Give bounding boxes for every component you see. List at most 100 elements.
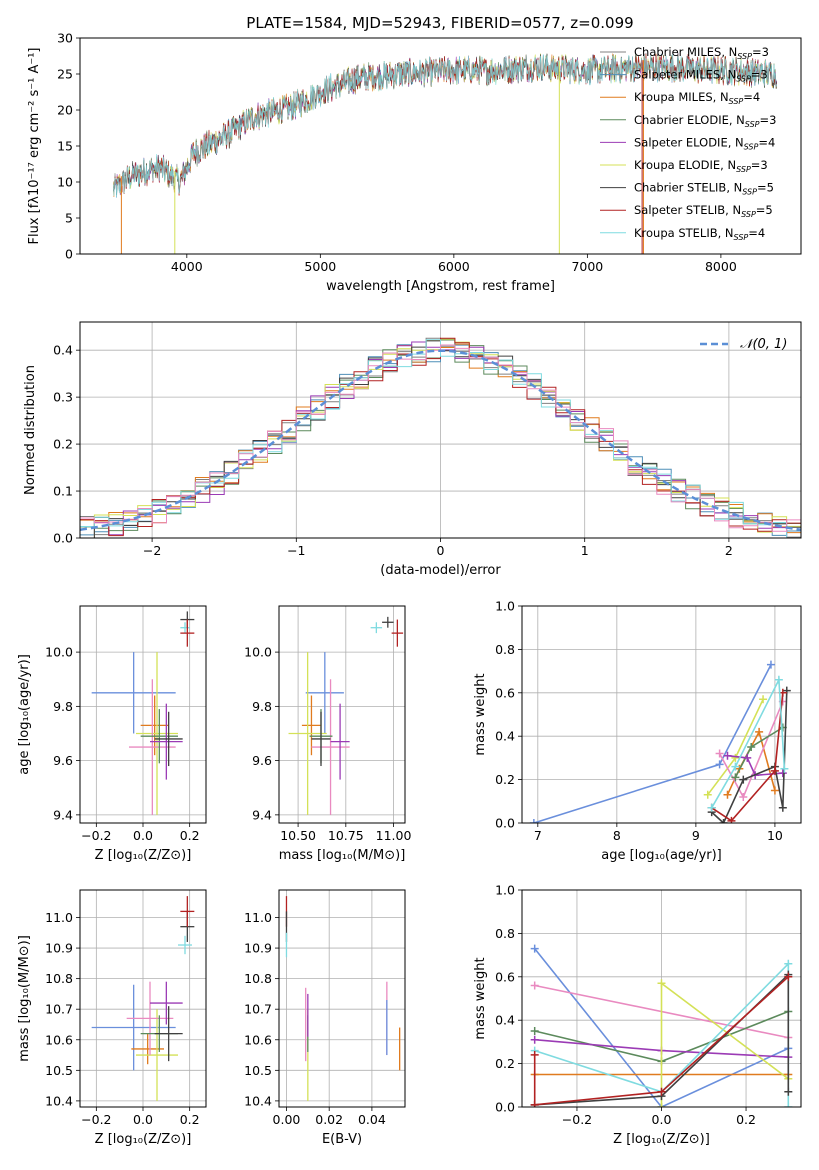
weight-marker <box>780 764 789 773</box>
x-tick-label: 11.00 <box>376 828 412 843</box>
weight-marker <box>759 695 768 704</box>
legend-entry: Salpeter STELIB, NSSP=5 <box>634 203 773 219</box>
errorbar-point <box>330 703 350 780</box>
errorbar-point <box>150 703 183 780</box>
y-tick-label: 0.0 <box>495 1100 515 1115</box>
x-tick-label: 8000 <box>705 259 737 274</box>
weight-marker <box>784 1087 793 1096</box>
x-tick-label: 5000 <box>304 259 336 274</box>
y-tick-label: 10.8 <box>244 971 272 986</box>
errorbar-point <box>91 652 176 734</box>
x-tick-label: 0.2 <box>180 828 200 843</box>
y-axis-label: Normed distribution <box>23 365 38 495</box>
errorbar-point <box>129 679 176 815</box>
y-tick-label: 10.9 <box>244 941 272 956</box>
legend-subscript: SSP <box>734 233 749 242</box>
y-axis-label: Flux [fλ10⁻¹⁷ erg cm⁻² s⁻¹ A⁻¹] <box>27 48 42 245</box>
y-tick-label: 1.0 <box>495 883 515 898</box>
y-tick-label: 25 <box>57 67 73 82</box>
weight-series-line <box>711 692 784 822</box>
x-tick-label: 0.2 <box>736 1112 756 1127</box>
weight-series-line <box>534 972 790 1106</box>
weight-marker <box>784 972 793 981</box>
legend-subscript: SSP <box>741 210 756 219</box>
axes-frame <box>79 321 802 539</box>
errorbar-point <box>311 711 331 767</box>
figure-title: PLATE=1584, MJD=52943, FIBERID=0577, z=0… <box>246 14 633 32</box>
legend-text: Salpeter MILES, N <box>634 68 736 82</box>
y-axis-label: mass weight <box>473 957 488 1039</box>
errorbars <box>288 616 404 815</box>
x-axis-label: Z [log₁₀(Z/Z⊙)] <box>95 1132 192 1147</box>
y-tick-label: 20 <box>57 103 73 118</box>
errorbar-point <box>305 652 344 734</box>
y-tick-label: 10.6 <box>244 1032 272 1047</box>
axes-frame <box>521 605 802 824</box>
x-tick-label: 0.04 <box>358 1112 386 1127</box>
errorbar-point <box>140 709 178 764</box>
weight-marker <box>739 775 748 784</box>
weight-marker <box>743 753 752 762</box>
weight-marker <box>784 1103 793 1107</box>
y-tick-label: 10.7 <box>45 1002 73 1017</box>
y-tick-label: 15 <box>57 139 73 154</box>
spectrum-model-line <box>113 53 778 197</box>
weight-marker <box>723 790 732 799</box>
x-tick-label: 9 <box>692 828 700 843</box>
x-axis-label: E(B-V) <box>322 1132 362 1147</box>
y-tick-label: 0.8 <box>495 642 515 657</box>
panel-weight-vs-z: −0.2 0.0 0.2 0.0 0.2 0.4 0.6 0.8 1.0 Z [log₁₀(Z/Z… <box>473 883 802 1147</box>
errorbars <box>91 611 195 815</box>
errorbar-point <box>136 652 178 815</box>
x-axis-label: mass [log₁₀(M/M⊙)] <box>279 848 406 863</box>
legend-text: Chabrier STELIB, N <box>634 181 742 195</box>
legend-subscript: SSP <box>737 52 752 61</box>
axes-frame <box>79 889 207 1108</box>
axes-frame <box>79 37 802 255</box>
errorbar-point <box>180 622 190 634</box>
x-tick-label: 7 <box>534 828 542 843</box>
x-axis-label: age [log₁₀(age/yr)] <box>601 848 722 863</box>
y-tick-label: 10.5 <box>45 1063 73 1078</box>
legend-subscript: SSP <box>729 97 744 106</box>
weight-marker <box>778 769 787 778</box>
weight-marker <box>657 979 666 988</box>
x-tick-label: 0.0 <box>133 1112 153 1127</box>
legend-suffix: =5 <box>757 181 774 195</box>
weight-marker <box>707 803 716 812</box>
legend-entry: Chabrier MILES, NSSP=3 <box>634 45 769 61</box>
y-tick-label: 1.0 <box>495 599 515 614</box>
panel-mass-vs-ebv: 0.00 0.02 0.04 10.4 10.5 10.6 10.7 10.8 10.9 11.0… <box>244 889 406 1147</box>
legend-suffix: =3 <box>752 45 769 59</box>
weight-marker <box>770 766 779 775</box>
legend-entry: Chabrier ELODIE, NSSP=3 <box>634 113 776 129</box>
x-tick-label: 2 <box>725 543 733 558</box>
x-tick-label: 8 <box>613 828 621 843</box>
errorbar-point <box>136 1009 178 1101</box>
weight-marker <box>530 1027 539 1036</box>
weight-marker <box>778 803 787 812</box>
normal-curve <box>80 349 801 532</box>
legend-entry: 𝒩(0, 1) <box>740 337 787 352</box>
axes-frame <box>79 605 207 824</box>
legend-suffix: =5 <box>756 203 773 217</box>
x-axis-label: wavelength [Angstrom, rest frame] <box>326 279 555 294</box>
weight-marker <box>784 959 793 968</box>
y-tick-label: 0.8 <box>495 926 515 941</box>
errorbar-point <box>180 619 195 647</box>
y-tick-label: 10.0 <box>45 645 73 660</box>
weight-marker <box>529 819 538 823</box>
weight-marker <box>727 816 736 823</box>
y-tick-label: 0.2 <box>495 772 515 787</box>
y-tick-label: 9.6 <box>252 753 272 768</box>
weight-marker <box>731 773 740 782</box>
errorbar-point <box>150 981 183 1025</box>
weight-marker <box>747 743 756 752</box>
y-axis-label: mass [log₁₀(M/M⊙)] <box>17 935 32 1062</box>
errorbar-point <box>178 935 192 955</box>
weight-marker <box>715 760 724 769</box>
errorbars <box>91 896 195 1101</box>
x-tick-label: 10.75 <box>328 828 364 843</box>
weight-series <box>707 675 789 812</box>
legend-entry: Chabrier STELIB, NSSP=5 <box>634 181 774 197</box>
